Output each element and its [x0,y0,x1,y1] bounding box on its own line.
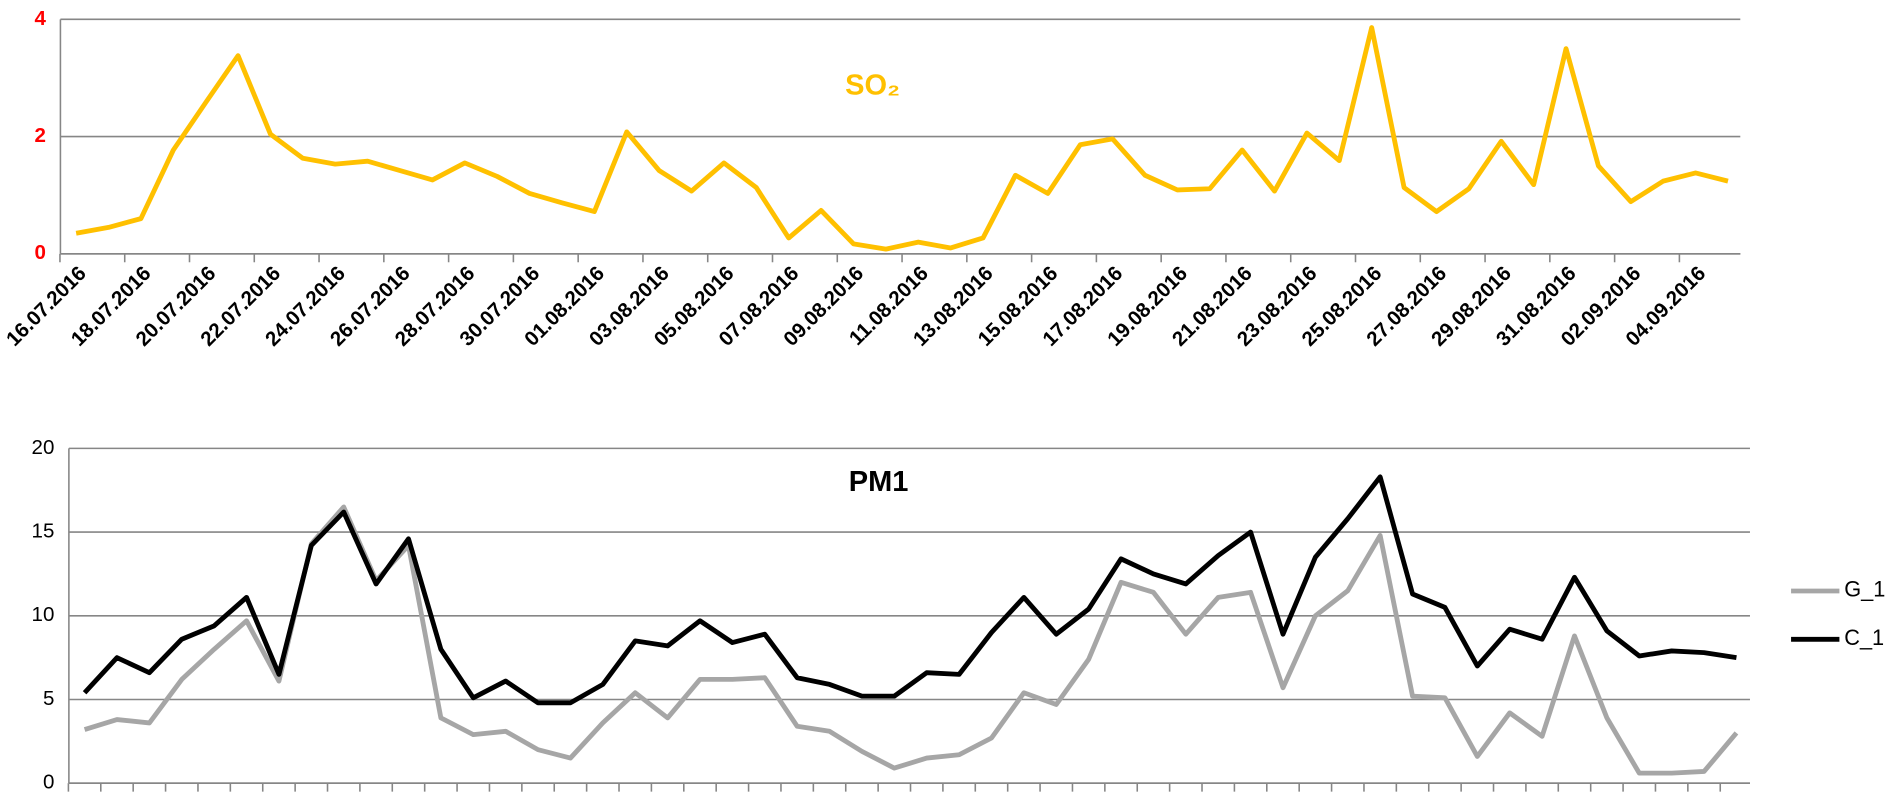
chart-title: SO₂ [845,70,900,102]
y-tick-label: 5 [43,687,54,710]
data-line [75,25,1729,252]
y-tick-label: 0 [35,241,46,264]
y-tick-label: 10 [32,603,55,626]
y-tick-label: 20 [32,436,55,459]
y-tick-label: 4 [35,7,47,30]
legend-label: G_1 [1844,577,1885,602]
chart-title: PM1 [849,466,909,498]
y-tick-label: 2 [35,124,46,147]
y-tick-label: 15 [32,520,55,543]
data-line [83,504,1739,776]
data-line [82,474,1737,706]
y-tick-label: 0 [43,771,54,792]
legend-label: C_1 [1844,625,1884,650]
